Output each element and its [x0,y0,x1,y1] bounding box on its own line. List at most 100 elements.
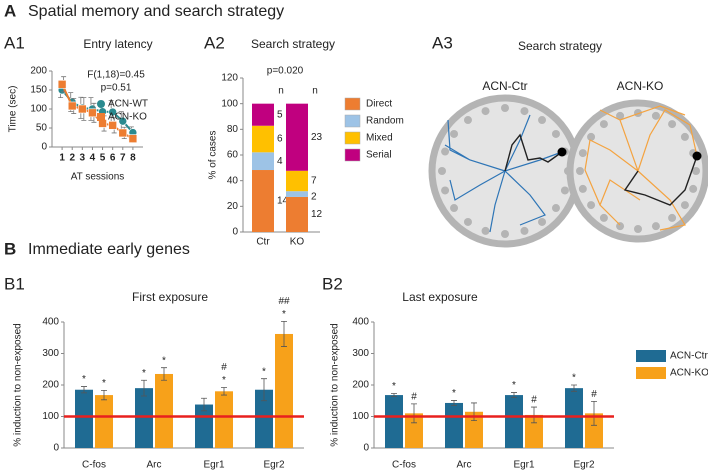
significance-mark: * [82,374,86,385]
maze-label: ACN-KO [617,79,664,93]
count-label: 23 [311,132,323,143]
point [78,104,87,114]
error-bar [141,379,147,397]
point [118,116,128,126]
y-tick-label: 40 [227,175,239,186]
point [118,128,128,138]
significance-mark: # [411,392,417,403]
significance-mark: * [512,380,516,391]
maze-hole [680,132,689,141]
panel-label: B1 [4,274,25,293]
x-tick-label: 2 [69,153,75,164]
significance-mark: * [162,355,166,366]
maze-hole [481,226,490,235]
error-bar [281,320,287,347]
maze-label: ACN-Ctr [482,79,527,93]
x-tick-label: Arc [147,460,162,471]
count-header: n [278,86,284,97]
y-tick-label: 80 [227,124,239,135]
maze-title: Search strategy [518,39,602,53]
bar [155,373,173,448]
count-label: 5 [277,109,283,120]
maze-hole [668,120,677,129]
x-tick-label: Egr1 [513,460,535,471]
x-tick-label: 8 [130,153,136,164]
bar-segment [286,103,308,171]
error-bar [161,367,167,381]
section-title: Spatial memory and search strategy [28,3,284,20]
significance-mark: * [222,375,226,386]
x-tick-label: 7 [120,153,126,164]
significance-mark: * [392,381,396,392]
y-tick-label: 400 [42,317,59,328]
error-bar [201,397,207,412]
bar [585,413,603,448]
maze-hole [450,204,459,213]
bar [255,389,273,448]
y-tick-label: 200 [352,380,369,391]
point [108,107,117,117]
panel-label: A1 [4,33,25,52]
x-tick-label: Ctr [256,237,270,248]
legend-label: Serial [366,150,392,161]
maze-hole [560,186,569,195]
y-tick-label: 300 [352,348,369,359]
maze-hole [599,213,608,222]
legend-marker [97,100,105,108]
error-bar [81,386,87,394]
maze-hole [587,201,596,210]
significance-mark: # [221,362,227,373]
legend-label: Direct [366,99,392,110]
x-tick-label: Egr2 [573,460,595,471]
legend-label: ACN-WT [108,99,148,110]
legend-label: ACN-Ctr [670,351,708,362]
count-header: n [312,86,318,97]
y-tick-label: 0 [363,443,369,454]
significance-mark: * [102,378,106,389]
x-tick-label: C-fos [82,460,106,471]
maze-hole [651,111,660,120]
maze-hole [651,222,660,231]
y-tick-label: 100 [42,411,59,422]
y-tick-label: 60 [227,150,239,161]
bar-segment [286,196,308,232]
maze-hole [576,167,584,175]
error-bar [411,403,417,424]
panel-label: A3 [432,33,453,52]
legend-label: ACN-KO [670,368,708,379]
bar [405,413,423,448]
significance-mark: * [452,388,456,399]
bar-segment [252,125,274,153]
significance-mark: ## [278,296,290,307]
y-tick-label: 100 [352,411,369,422]
maze-hole [616,222,625,231]
chart-title: Search strategy [251,37,335,51]
y-tick-label: 200 [42,380,59,391]
chart-title: Entry latency [83,37,152,51]
y-tick-label: 150 [30,85,47,96]
point [88,108,97,118]
error-bar [261,378,267,402]
legend-swatch [344,114,361,128]
bar-segment [286,170,308,192]
point [57,80,67,89]
legend-swatch [636,367,666,379]
error-bar [451,400,457,406]
y-tick-label: 0 [41,142,47,153]
section-letter: A [4,1,16,20]
maze-hole [692,167,700,175]
maze-hole [578,149,587,158]
count-label: 12 [311,209,323,220]
maze-hole [441,147,450,156]
error-bar [571,384,577,392]
bar-segment [252,170,274,232]
maze-hole [551,204,560,213]
point [128,134,138,143]
significance-mark: * [142,368,146,379]
panel-label: A2 [204,33,225,52]
bar [445,402,463,448]
annotation: p=0.51 [101,83,132,94]
significance-mark: * [282,309,286,320]
y-tick-label: 100 [30,104,47,115]
